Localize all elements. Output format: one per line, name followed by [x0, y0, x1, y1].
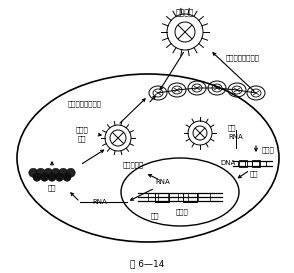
Text: 整入: 整入 — [250, 171, 258, 177]
Circle shape — [51, 168, 60, 177]
Text: 核衣壳: 核衣壳 — [76, 127, 88, 133]
Circle shape — [44, 168, 53, 177]
Text: 受体识别的膜融合: 受体识别的膜融合 — [226, 55, 260, 61]
Bar — [155, 192, 169, 201]
Bar — [183, 192, 197, 201]
Text: 形成: 形成 — [78, 136, 86, 142]
Text: 出芽、释放、成熟: 出芽、释放、成熟 — [68, 101, 102, 107]
Text: 反转录: 反转录 — [262, 147, 275, 153]
Circle shape — [59, 168, 68, 177]
Circle shape — [36, 168, 45, 177]
Circle shape — [41, 173, 49, 181]
Text: RNA: RNA — [228, 134, 243, 140]
Circle shape — [33, 173, 41, 181]
Text: RNA: RNA — [155, 179, 170, 185]
Circle shape — [48, 173, 56, 181]
Text: 转录: 转录 — [151, 212, 159, 219]
Bar — [252, 159, 260, 167]
Circle shape — [66, 168, 75, 177]
Text: 图 6—14: 图 6—14 — [130, 260, 164, 269]
Circle shape — [29, 168, 38, 177]
Text: 病毒颗粒: 病毒颗粒 — [176, 8, 194, 17]
Text: RNA: RNA — [93, 199, 107, 205]
Text: DNA: DNA — [220, 160, 235, 166]
Text: 包入核衣壳: 包入核衣壳 — [122, 162, 144, 168]
Text: 翻译: 翻译 — [48, 185, 56, 191]
Text: 脱壳: 脱壳 — [228, 125, 236, 131]
Bar — [239, 159, 247, 167]
Circle shape — [63, 173, 71, 181]
Circle shape — [56, 173, 64, 181]
Text: 前病毒: 前病毒 — [176, 208, 188, 215]
